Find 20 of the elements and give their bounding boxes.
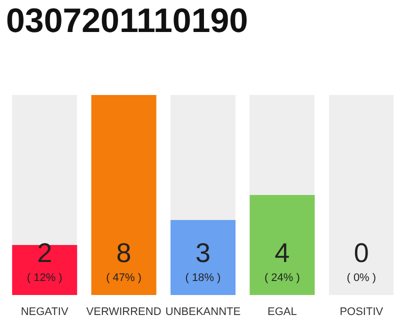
annotation: ( 18% ) <box>185 272 221 284</box>
x-tick-label: EGAL <box>268 306 297 318</box>
bar <box>12 245 78 295</box>
data-label: 0 <box>354 238 369 268</box>
x-tick-label: POSITIV <box>340 306 384 318</box>
data-label: 8 <box>116 238 132 268</box>
bar <box>170 220 236 295</box>
data-label: 3 <box>195 238 211 268</box>
x-tick-label: UNBEKANNTE <box>165 306 241 318</box>
annotation: ( 12% ) <box>26 272 62 284</box>
annotation: ( 0% ) <box>346 272 376 284</box>
x-tick-label: NEGATIV <box>20 306 69 318</box>
annotation: ( 24% ) <box>264 272 300 284</box>
data-label: 4 <box>274 238 290 268</box>
data-label: 2 <box>37 238 52 268</box>
bar <box>91 95 156 295</box>
bar <box>250 195 315 295</box>
annotation: ( 47% ) <box>106 272 142 284</box>
x-tick-label: VERWIRREND <box>86 306 162 318</box>
chart-title: 0307201110190 <box>6 2 248 41</box>
